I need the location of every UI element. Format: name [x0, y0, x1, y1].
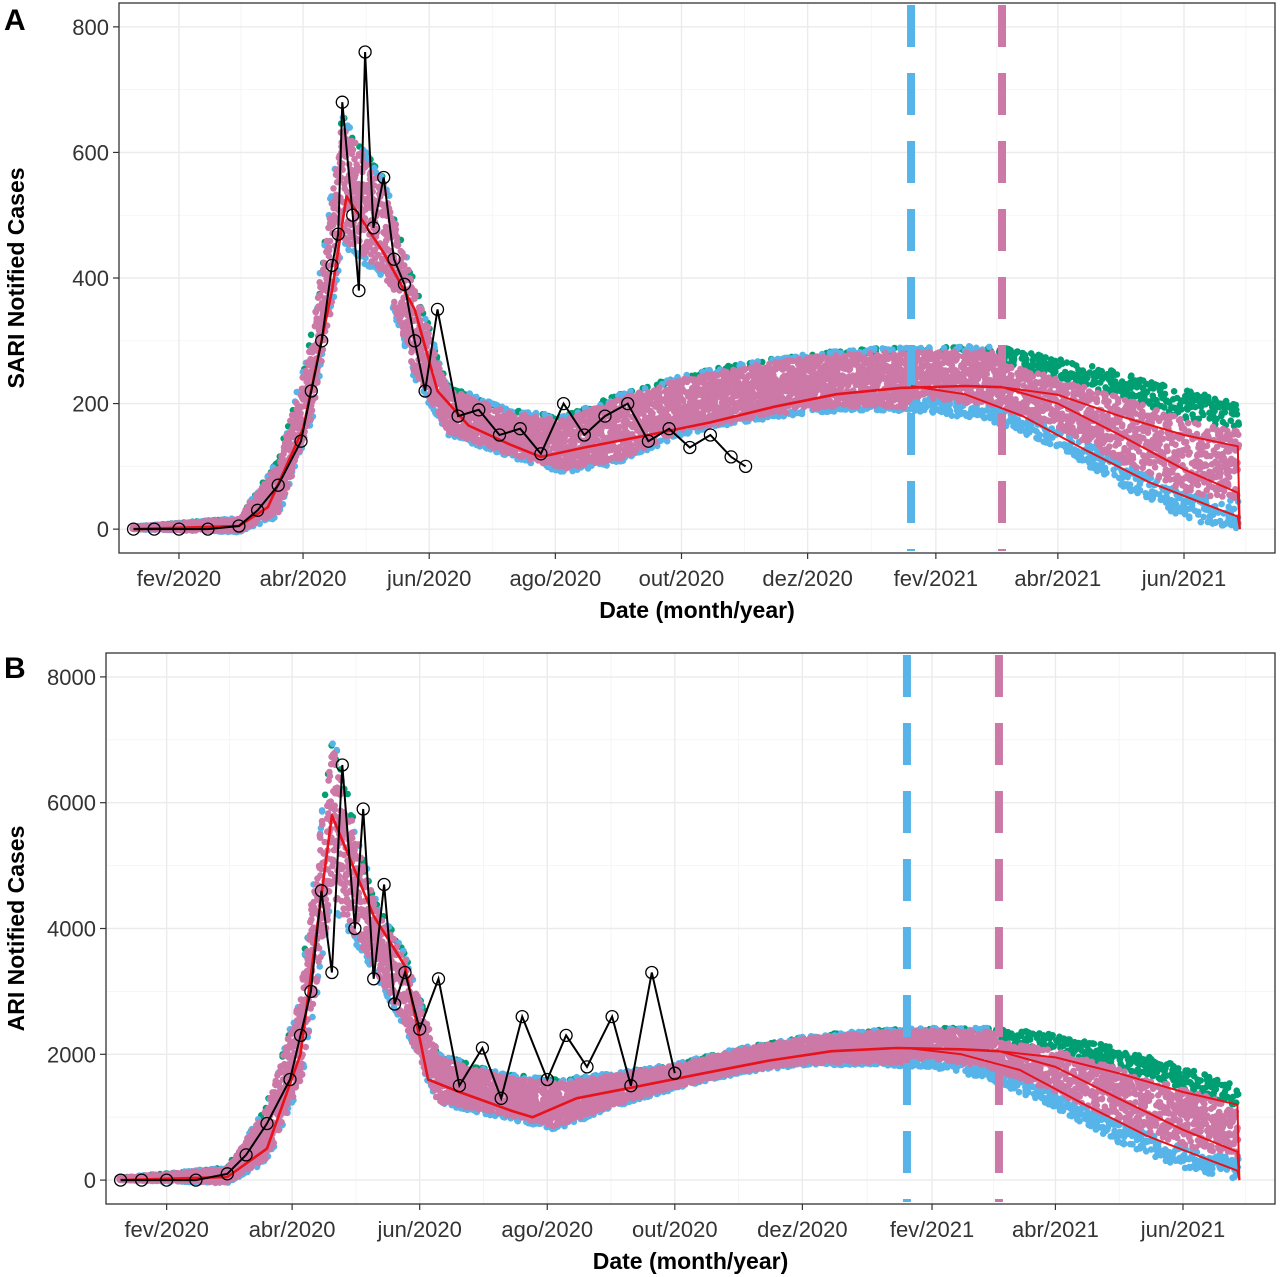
simulation-point — [986, 343, 993, 351]
simulation-point — [679, 397, 687, 404]
simulation-point — [351, 139, 359, 147]
simulation-point — [1088, 363, 1096, 370]
simulation-point — [314, 377, 321, 385]
simulation-point — [418, 306, 425, 314]
simulation-point — [1200, 513, 1207, 521]
simulation-point — [1170, 388, 1178, 395]
simulation-point — [1195, 508, 1202, 516]
simulation-point — [1195, 415, 1203, 423]
simulation-point — [1230, 505, 1238, 513]
simulation-point — [1211, 407, 1218, 415]
simulation-point — [1046, 440, 1054, 448]
simulation-point — [406, 275, 414, 282]
simulation-point — [1161, 404, 1168, 411]
simulation-point — [1161, 382, 1168, 390]
simulation-point — [286, 440, 294, 447]
simulation-point — [1235, 421, 1242, 428]
simulation-point — [394, 241, 402, 249]
simulation-point — [1200, 411, 1207, 419]
simulation-point — [325, 244, 333, 251]
simulation-point — [349, 146, 357, 154]
simulation-point — [1042, 354, 1049, 361]
simulation-point — [485, 405, 493, 412]
simulation-point — [325, 252, 333, 260]
simulation-point — [920, 406, 928, 414]
simulation-point — [1103, 469, 1110, 477]
simulation-point — [1186, 514, 1193, 522]
simulation-point — [1178, 406, 1185, 413]
simulation-point — [275, 508, 282, 516]
simulation-point — [399, 262, 407, 270]
simulation-point — [1233, 411, 1241, 418]
simulation-point — [405, 266, 412, 274]
simulation-point — [281, 490, 289, 497]
simulation-point — [1063, 359, 1071, 366]
simulation-point — [1189, 411, 1196, 418]
simulation-point — [408, 348, 415, 356]
simulation-point — [425, 330, 432, 337]
simulation-point — [1128, 372, 1135, 380]
simulation-point — [1012, 349, 1020, 357]
simulation-point — [1143, 380, 1150, 388]
simulation-point — [1232, 401, 1240, 409]
simulation-point — [1213, 415, 1220, 423]
simulation-point — [1136, 487, 1144, 494]
simulation-point — [685, 429, 692, 436]
simulation-point — [424, 324, 432, 331]
simulation-point — [307, 331, 315, 339]
simulation-point — [1113, 371, 1121, 378]
simulation-point — [1161, 390, 1169, 398]
simulation-point — [1227, 417, 1235, 425]
simulation-point — [1044, 361, 1052, 368]
simulation-point — [654, 387, 662, 394]
simulation-point — [1218, 500, 1225, 508]
simulation-point — [1022, 355, 1030, 363]
simulation-point — [649, 409, 656, 417]
simulation-point — [1141, 394, 1148, 402]
simulation-point — [276, 503, 283, 510]
simulation-point — [318, 357, 325, 365]
simulation-point — [1192, 403, 1199, 411]
simulation-point — [330, 185, 337, 192]
simulation-point — [400, 253, 408, 260]
simulation-point — [412, 292, 419, 300]
simulation-point — [363, 161, 371, 169]
panel-label-a: A — [4, 4, 26, 37]
panel-a: A fev/2020 abr/2020 jun/2020 ago/2020 out/20… — [3, 2, 1276, 623]
simulation-point — [1133, 383, 1141, 391]
simulation-point — [1010, 358, 1017, 365]
simulation-point — [693, 406, 700, 413]
simulation-point — [326, 237, 334, 245]
simulation-point — [431, 350, 438, 358]
simulation-point — [1098, 367, 1105, 375]
simulation-point — [1036, 431, 1043, 439]
simulation-point — [496, 406, 503, 414]
simulation-point — [393, 233, 401, 241]
simulation-point — [377, 271, 384, 278]
simulation-point — [288, 472, 295, 479]
simulation-point — [1083, 374, 1091, 382]
simulation-point — [1092, 379, 1099, 387]
